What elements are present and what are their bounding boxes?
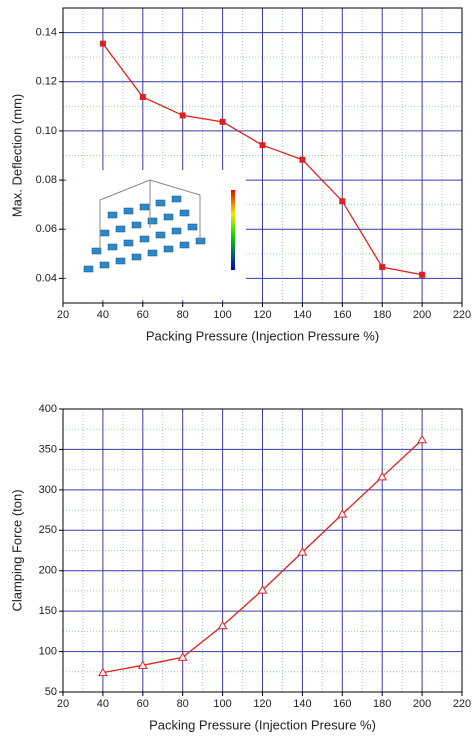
y-tick-label: 0.10 — [36, 125, 57, 137]
x-tick-label: 20 — [57, 309, 69, 321]
y-tick-label: 0.12 — [36, 76, 57, 88]
data-point — [379, 264, 385, 270]
x-tick-label: 180 — [373, 309, 391, 321]
x-tick-label: 100 — [213, 698, 231, 710]
y-tick-label: 400 — [39, 403, 57, 415]
y-tick-label: 250 — [39, 524, 57, 536]
x-tick-label: 80 — [177, 698, 189, 710]
x-tick-label: 160 — [333, 698, 351, 710]
y-tick-label: 150 — [39, 605, 57, 617]
data-point — [180, 112, 186, 118]
x-tick-label: 40 — [97, 698, 109, 710]
x-tick-label: 140 — [293, 309, 311, 321]
y-tick-label: 0.06 — [36, 223, 57, 235]
x-axis-label: Packing Pressure (Injection Presure %) — [149, 717, 376, 732]
y-tick-label: 300 — [39, 484, 57, 496]
y-tick-label: 0.08 — [36, 174, 57, 186]
data-point — [419, 272, 425, 278]
y-tick-label: 50 — [45, 686, 57, 698]
y-tick-label: 0.14 — [36, 26, 57, 38]
data-point — [100, 41, 106, 47]
x-tick-label: 200 — [413, 698, 431, 710]
x-tick-label: 60 — [137, 698, 149, 710]
x-tick-label: 120 — [253, 698, 271, 710]
x-tick-label: 180 — [373, 698, 391, 710]
x-tick-label: 220 — [453, 698, 471, 710]
simulation-inset-image — [66, 170, 246, 300]
x-tick-label: 220 — [453, 309, 471, 321]
data-point — [299, 157, 305, 163]
data-point — [418, 436, 426, 443]
y-tick-label: 0.04 — [36, 272, 57, 284]
x-tick-label: 200 — [413, 309, 431, 321]
data-point — [220, 119, 226, 125]
y-tick-label: 350 — [39, 443, 57, 455]
inset-color-scale — [231, 190, 235, 270]
data-point — [140, 94, 146, 100]
data-point — [260, 142, 266, 148]
x-tick-label: 80 — [177, 309, 189, 321]
x-tick-label: 40 — [97, 309, 109, 321]
data-point — [339, 198, 345, 204]
page: 20 40 60 80 100 120 140 160 180 200 220 0.04 0.06 0.0… — [0, 0, 475, 741]
x-tick-label: 160 — [333, 309, 351, 321]
x-tick-label: 120 — [253, 309, 271, 321]
chart: 20 40 60 80 100 120 140 160 180 200 220 50 100 150 200… — [9, 403, 471, 733]
x-tick-label: 20 — [57, 698, 69, 710]
x-axis-label: Packing Pressure (Injection Pressure %) — [146, 328, 379, 343]
y-axis-label: Clamping Force (ton) — [9, 489, 24, 611]
y-tick-label: 200 — [39, 565, 57, 577]
x-tick-label: 100 — [213, 309, 231, 321]
x-tick-label: 60 — [137, 309, 149, 321]
x-tick-label: 140 — [293, 698, 311, 710]
y-tick-label: 100 — [39, 645, 57, 657]
y-axis-label: Max. Deflection (mm) — [9, 94, 24, 218]
